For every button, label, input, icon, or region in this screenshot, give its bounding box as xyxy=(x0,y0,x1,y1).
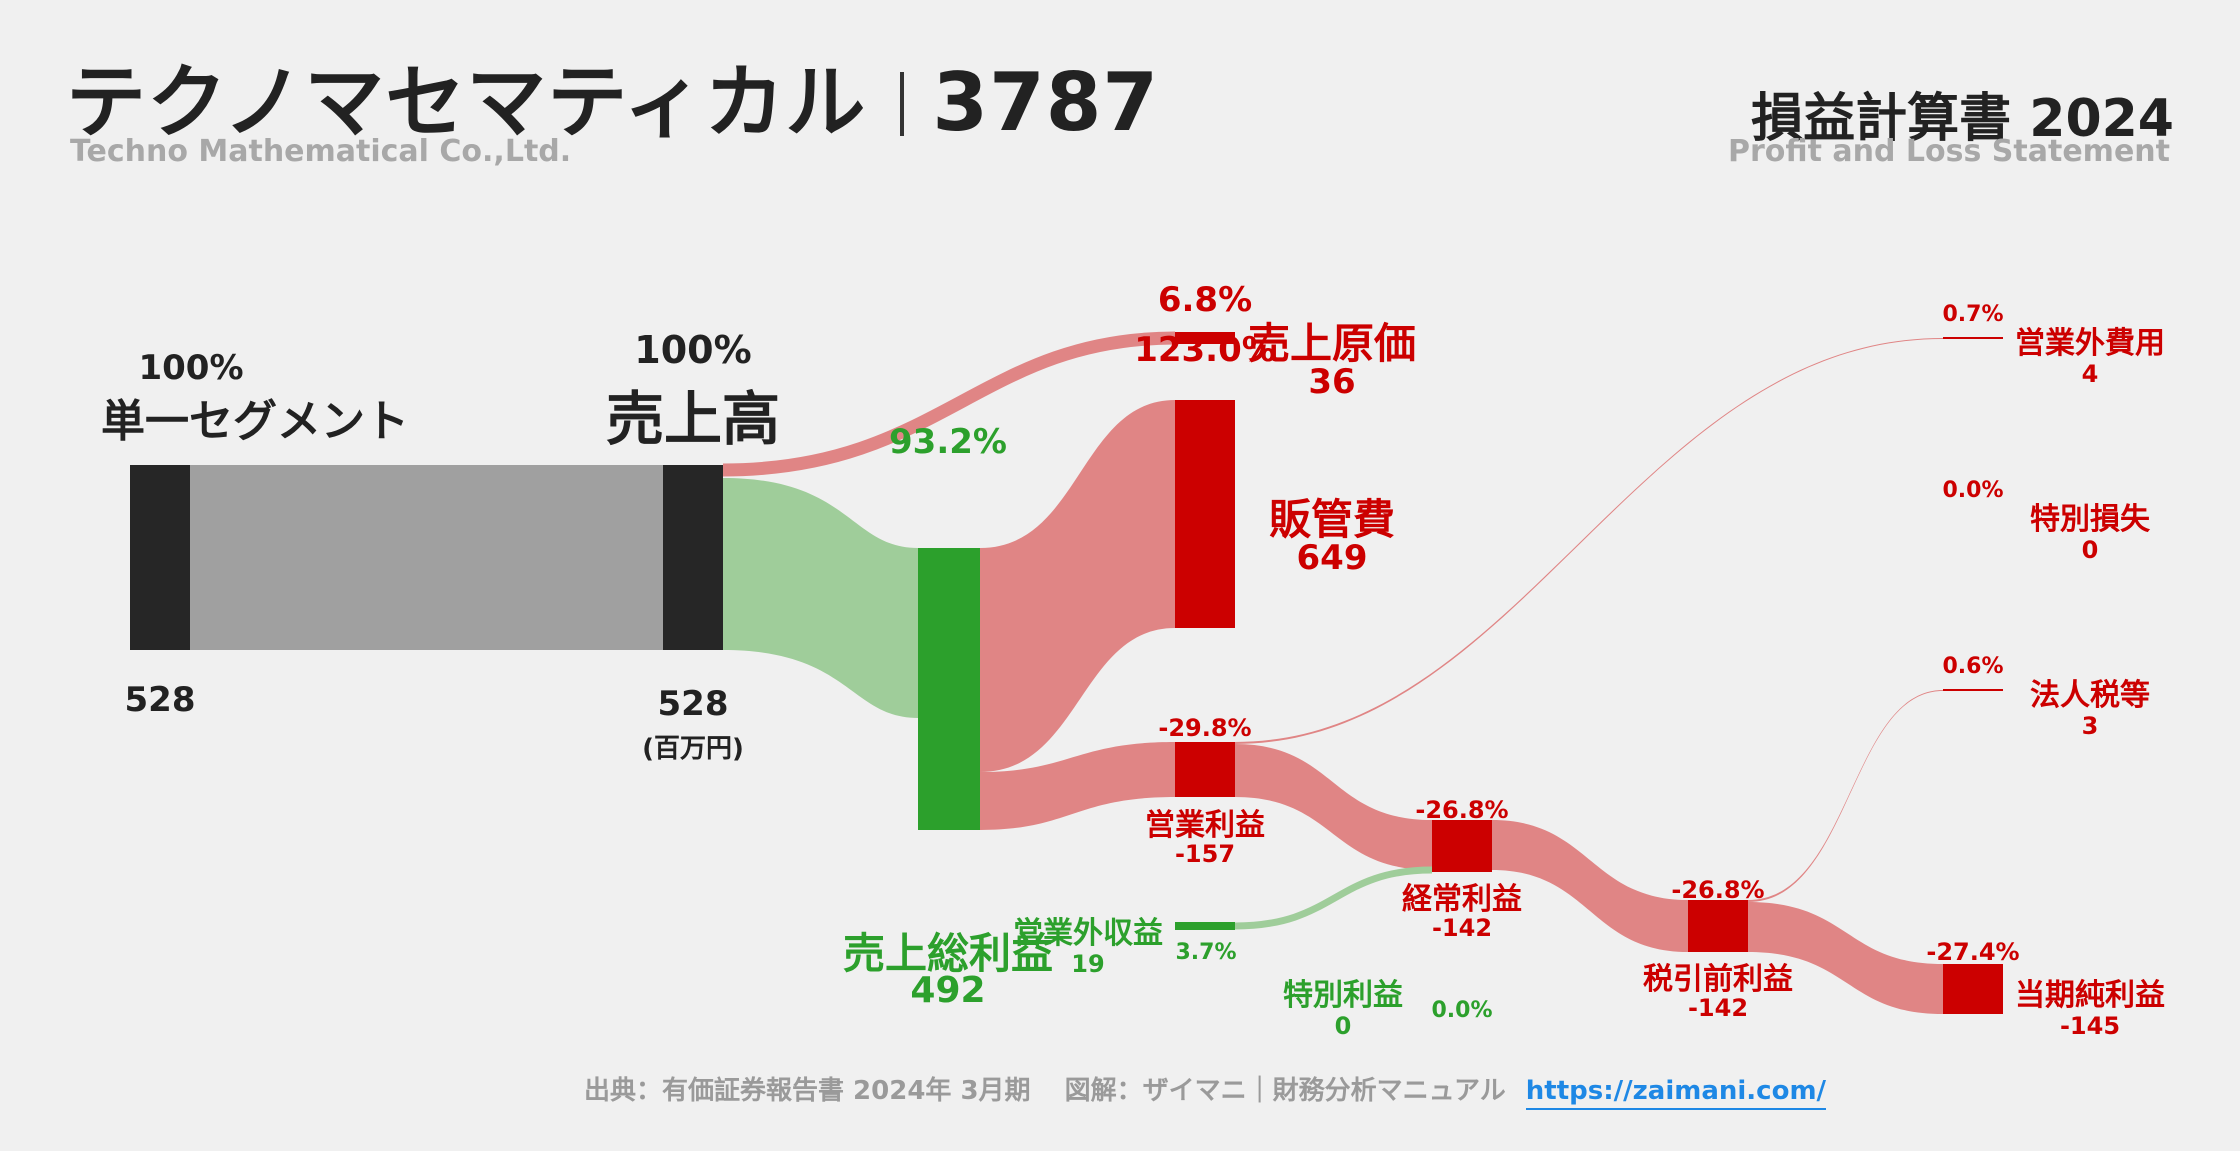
link-ordinary-pretax xyxy=(1492,820,1688,952)
node-non-op-income-bar xyxy=(1175,922,1235,930)
net-profit-label: 当期純利益 xyxy=(2015,978,2165,1013)
node-segment-bar xyxy=(130,465,190,650)
extraordinary-income-value: 0 xyxy=(1334,1012,1352,1040)
revenue-value: 528 xyxy=(657,684,729,724)
non-op-income-value: 19 xyxy=(1071,950,1105,978)
extraordinary-loss-label: 特別損失 xyxy=(2030,502,2150,537)
node-taxes-bar xyxy=(1943,689,2003,691)
net-profit-value: -145 xyxy=(2059,1012,2121,1040)
footer-source: 出典：有価証券報告書 2024年 3月期 xyxy=(584,1076,1031,1106)
footer-credit: 図解：ザイマニ｜財務分析マニュアル xyxy=(1064,1076,1506,1106)
extraordinary-loss-pct: 0.0% xyxy=(1942,478,2004,503)
company-name-en: Techno Mathematical Co.,Ltd. xyxy=(70,134,572,169)
company-name: テクノマセマティカル xyxy=(66,56,867,149)
link-gross-operating xyxy=(980,742,1175,830)
ordinary-profit-value: -142 xyxy=(1431,914,1493,942)
non-op-expense-pct: 0.7% xyxy=(1942,302,2004,327)
link-pretax-taxes xyxy=(1748,690,1943,902)
ordinary-profit-pct: -26.8% xyxy=(1415,796,1509,824)
operating-profit-label: 営業利益 xyxy=(1145,808,1265,843)
pretax-profit-label: 税引前利益 xyxy=(1643,962,1793,997)
link-gross-sga xyxy=(980,400,1175,772)
gross-profit-pct: 93.2% xyxy=(889,422,1007,462)
non-op-income-label: 営業外収益 xyxy=(1013,916,1163,951)
net-profit-pct: -27.4% xyxy=(1926,938,2020,966)
revenue-pct: 100% xyxy=(634,328,752,372)
extraordinary-income-pct: 0.0% xyxy=(1431,998,1493,1023)
unit-label: (百万円) xyxy=(642,734,744,764)
segment-value: 528 xyxy=(124,680,196,720)
ordinary-profit-label: 経常利益 xyxy=(1402,882,1522,917)
statement-title-en: Profit and Loss Statement xyxy=(1727,134,2170,169)
node-revenue-bar xyxy=(663,465,723,650)
taxes-pct: 0.6% xyxy=(1942,654,2004,679)
cogs-pct: 6.8% xyxy=(1157,280,1253,320)
footer-link[interactable]: https://zaimani.com/ xyxy=(1525,1076,1827,1110)
sga-pct: 123.0% xyxy=(1134,330,1276,370)
link-revenue-cogs xyxy=(722,331,1176,477)
gross-profit-value: 492 xyxy=(910,970,986,1011)
sga-label: 販管費 xyxy=(1268,495,1396,544)
segment-label: 単一セグメント xyxy=(101,396,409,447)
extraordinary-income-label: 特別利益 xyxy=(1283,978,1403,1013)
segment-pct: 100% xyxy=(138,348,244,388)
node-pretax-profit-bar xyxy=(1688,900,1748,952)
node-gross-profit-bar xyxy=(918,548,980,830)
statement-title: 損益計算書 2024 xyxy=(1751,89,2174,149)
link-revenue-gross xyxy=(723,478,918,718)
gross-profit-label: 売上総利益 xyxy=(842,929,1054,978)
revenue-label: 売上高 xyxy=(605,385,781,453)
non-op-expense-label: 営業外費用 xyxy=(2015,326,2165,361)
link-nonopinc-ordinary xyxy=(1234,866,1433,930)
company-title: テクノマセマティカル 3787 xyxy=(66,38,1159,154)
link-pretax-net xyxy=(1748,902,1943,1014)
taxes-value: 3 xyxy=(2081,712,2099,740)
non-op-income-pct: 3.7% xyxy=(1175,940,1237,965)
non-op-expense-value: 4 xyxy=(2081,360,2099,388)
operating-profit-value: -157 xyxy=(1174,840,1236,868)
title-separator xyxy=(900,72,905,136)
operating-profit-pct: -29.8% xyxy=(1158,714,1252,742)
pretax-profit-value: -142 xyxy=(1687,994,1749,1022)
pretax-profit-pct: -26.8% xyxy=(1671,876,1765,904)
node-sga-bar xyxy=(1175,400,1235,628)
cogs-value: 36 xyxy=(1308,362,1356,402)
node-cogs-bar xyxy=(1175,332,1235,344)
link-segment-revenue xyxy=(190,465,663,650)
taxes-label: 法人税等 xyxy=(2030,678,2150,713)
node-ordinary-profit-bar xyxy=(1432,820,1492,872)
extraordinary-loss-value: 0 xyxy=(2081,536,2099,564)
node-operating-profit-bar xyxy=(1175,742,1235,797)
cogs-label: 売上原価 xyxy=(1247,319,1417,368)
footer: 出典：有価証券報告書 2024年 3月期 図解：ザイマニ｜財務分析マニュアル htt… xyxy=(584,1070,1827,1110)
node-net-profit-bar xyxy=(1943,964,2003,1014)
company-code: 3787 xyxy=(932,56,1160,149)
sga-value: 649 xyxy=(1296,538,1368,578)
link-operating-ordinary xyxy=(1235,744,1432,870)
node-non-op-expense-bar xyxy=(1943,337,2003,339)
